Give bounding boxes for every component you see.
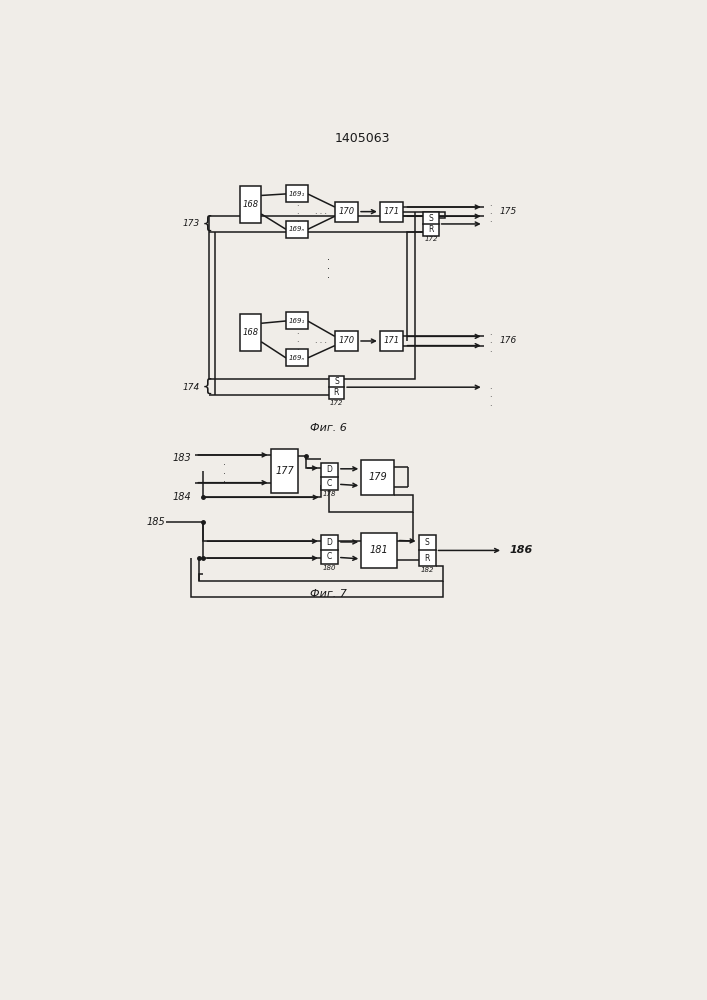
Text: 171: 171 xyxy=(383,207,399,216)
Text: R: R xyxy=(428,225,433,234)
Text: {: { xyxy=(201,215,213,233)
Text: 181: 181 xyxy=(370,545,388,555)
Text: 182: 182 xyxy=(420,567,434,573)
Text: .
.
.: . . . xyxy=(223,458,226,484)
Text: 178: 178 xyxy=(322,491,336,497)
Bar xyxy=(419,535,436,566)
Text: 179: 179 xyxy=(368,472,387,482)
Text: 176: 176 xyxy=(499,336,516,345)
Text: 180: 180 xyxy=(322,565,336,571)
Text: 171: 171 xyxy=(383,336,399,345)
Text: 172: 172 xyxy=(329,400,343,406)
Text: 184: 184 xyxy=(172,492,191,502)
Bar xyxy=(321,463,338,490)
Text: . . .: . . . xyxy=(315,207,327,216)
Text: D: D xyxy=(327,465,332,474)
Text: 177: 177 xyxy=(275,466,294,476)
Text: 183: 183 xyxy=(172,453,191,463)
Text: 185: 185 xyxy=(146,517,165,527)
Bar xyxy=(321,535,338,564)
Text: 169ₙ: 169ₙ xyxy=(288,226,305,232)
Text: 168: 168 xyxy=(243,200,259,209)
Text: .
.
.: . . . xyxy=(489,199,491,224)
Text: 170: 170 xyxy=(339,336,354,345)
Text: 186: 186 xyxy=(509,545,532,555)
Bar xyxy=(286,312,308,329)
Bar xyxy=(286,349,308,366)
Text: 169₁: 169₁ xyxy=(288,318,305,324)
Bar xyxy=(286,185,308,202)
Bar xyxy=(286,221,308,238)
Text: C: C xyxy=(327,479,332,488)
Text: R: R xyxy=(334,388,339,397)
Bar xyxy=(361,533,397,568)
Text: .
.
.: . . . xyxy=(489,328,491,354)
Text: . . .: . . . xyxy=(315,336,327,345)
Text: .
.
.: . . . xyxy=(296,327,298,352)
Bar xyxy=(380,202,403,222)
Text: {: { xyxy=(201,378,213,396)
Bar xyxy=(240,186,261,223)
Bar xyxy=(271,449,298,493)
Text: 1405063: 1405063 xyxy=(334,132,390,145)
Text: Фиг. 6: Фиг. 6 xyxy=(310,423,347,433)
Bar xyxy=(240,314,261,351)
Bar xyxy=(380,331,403,351)
Text: 169ₙ: 169ₙ xyxy=(288,355,305,361)
Text: C: C xyxy=(327,552,332,561)
Text: S: S xyxy=(334,377,339,386)
Text: R: R xyxy=(424,554,430,563)
Text: 174: 174 xyxy=(182,383,200,392)
Text: Фиг. 7: Фиг. 7 xyxy=(310,589,347,599)
Text: S: S xyxy=(425,538,429,547)
Bar xyxy=(361,460,394,495)
Bar xyxy=(423,212,438,235)
Text: .
.
.: . . . xyxy=(489,382,491,408)
Text: 168: 168 xyxy=(243,328,259,337)
Bar xyxy=(335,202,358,222)
Bar xyxy=(335,331,358,351)
Bar xyxy=(329,376,344,399)
Text: S: S xyxy=(428,214,433,223)
Text: D: D xyxy=(327,538,332,547)
Text: 169₁: 169₁ xyxy=(288,191,305,197)
Text: 175: 175 xyxy=(499,207,516,216)
Text: 170: 170 xyxy=(339,207,354,216)
Text: 173: 173 xyxy=(182,219,200,228)
Text: .
.
.: . . . xyxy=(327,252,330,280)
Text: .
.
.: . . . xyxy=(296,199,298,224)
Text: 172: 172 xyxy=(424,236,438,242)
